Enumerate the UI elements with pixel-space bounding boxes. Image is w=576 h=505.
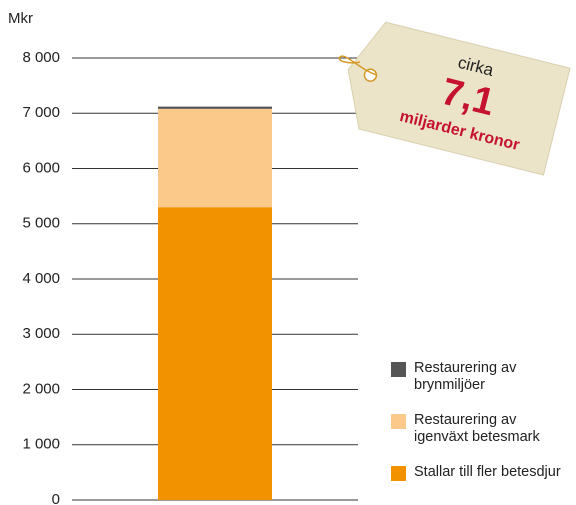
- y-tick-label: 6 000: [22, 159, 60, 176]
- legend-label: Restaurering av brynmiljöer: [414, 360, 517, 393]
- legend-label: Stallar till fler betesdjur: [414, 464, 561, 480]
- y-tick-label: 1 000: [22, 436, 60, 453]
- y-tick-label: 5 000: [22, 215, 60, 232]
- legend-label: Restaurering av igenväxt betesmark: [414, 412, 540, 445]
- y-tick-label: 8 000: [22, 49, 60, 66]
- bar-segment: [158, 108, 272, 208]
- tag-hole: [363, 68, 378, 82]
- legend-swatch: [391, 466, 406, 481]
- y-tick-label: 4 000: [22, 270, 60, 287]
- y-tick-label: 3 000: [22, 325, 60, 342]
- bar-segment: [158, 207, 272, 501]
- tag-string: [338, 55, 378, 76]
- legend-swatch: [391, 414, 406, 429]
- y-axis-label: Mkr: [8, 10, 33, 27]
- price-tag: cirka 7,1 miljarder kronor: [347, 21, 571, 176]
- legend-swatch: [391, 362, 406, 377]
- y-tick-label: 7 000: [22, 104, 60, 121]
- y-tick-label: 2 000: [22, 380, 60, 397]
- y-tick-label: 0: [52, 491, 60, 505]
- bar-segment: [158, 106, 272, 109]
